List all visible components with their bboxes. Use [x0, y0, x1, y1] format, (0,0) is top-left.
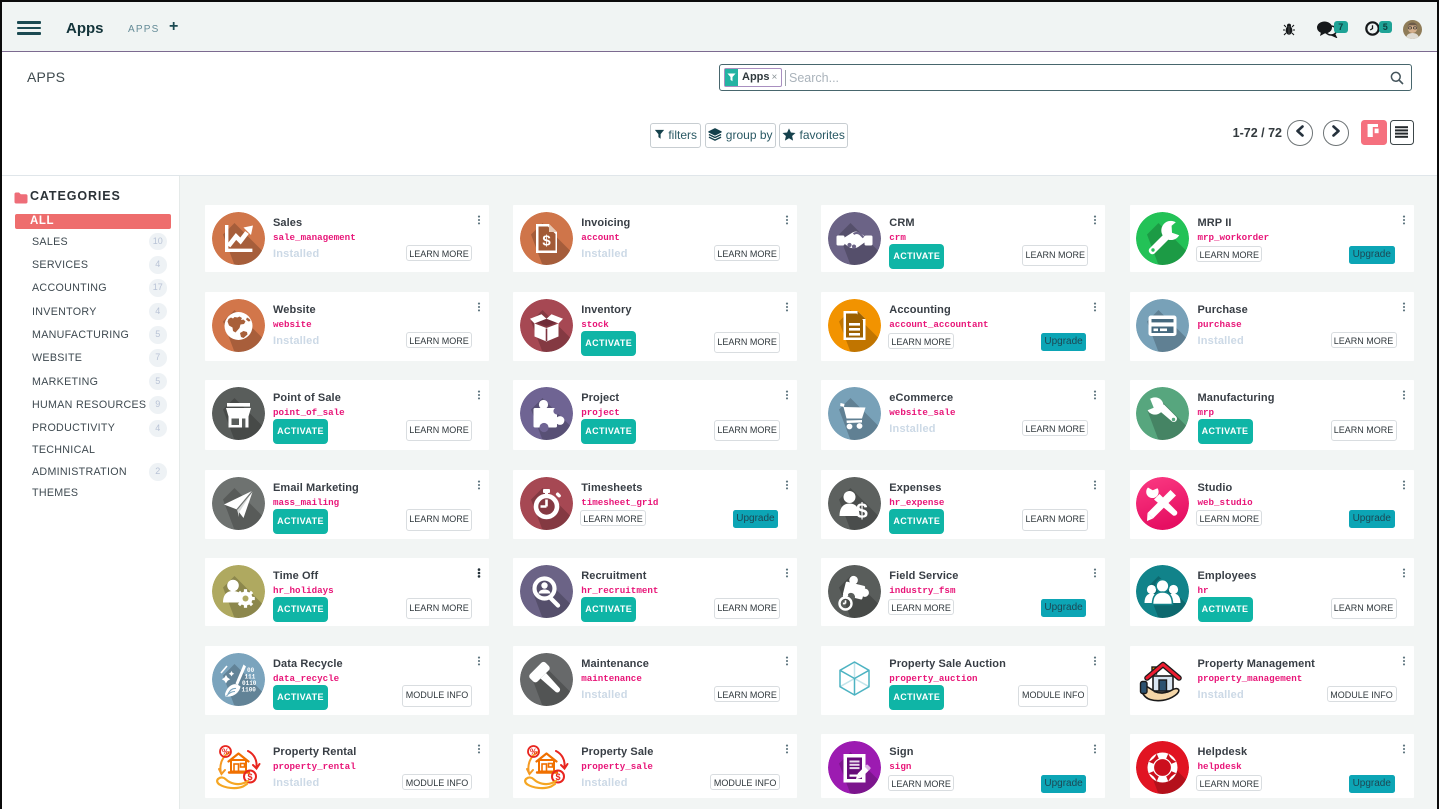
svg-text:0110: 0110	[242, 680, 257, 687]
svg-text:%: %	[221, 748, 228, 757]
svg-text:$: $	[555, 772, 560, 782]
svg-text:$: $	[856, 500, 868, 523]
svg-text:$: $	[542, 233, 551, 250]
svg-text:$: $	[247, 772, 252, 782]
svg-text:00: 00	[247, 667, 255, 674]
svg-text:111: 111	[244, 673, 255, 680]
svg-text:%: %	[530, 748, 537, 757]
svg-text:1100: 1100	[241, 686, 256, 693]
